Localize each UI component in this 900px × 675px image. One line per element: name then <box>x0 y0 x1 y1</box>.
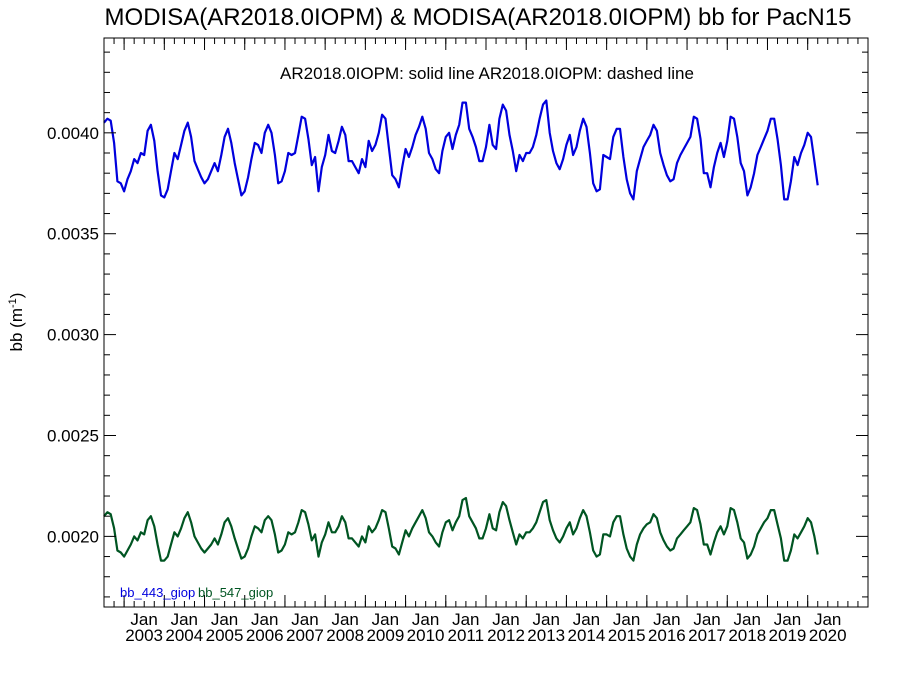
x-tick-year-label: 2019 <box>769 626 807 645</box>
x-tick-year-label: 2004 <box>165 626 203 645</box>
y-tick-label: 0.0030 <box>47 326 99 345</box>
legend-entry-bb-443-giop: bb_443_giop <box>120 585 195 600</box>
x-tick-year-label: 2007 <box>286 626 324 645</box>
x-tick-year-label: 2012 <box>487 626 525 645</box>
legend: bb_443_giop bb_547_giop <box>120 585 273 600</box>
series-line-bb-443-giop <box>103 99 819 201</box>
x-tick-month-label: Jan <box>693 610 720 629</box>
x-tick-year-label: 2015 <box>608 626 646 645</box>
x-tick-month-label: Jan <box>412 610 439 629</box>
x-tick-year-label: 2016 <box>648 626 686 645</box>
x-tick-year-label: 2005 <box>206 626 244 645</box>
x-tick-year-label: 2013 <box>527 626 565 645</box>
x-tick-month-label: Jan <box>774 610 801 629</box>
x-tick-month-label: Jan <box>492 610 519 629</box>
x-tick-month-label: Jan <box>734 610 761 629</box>
chart-title: MODISA(AR2018.0IOPM) & MODISA(AR2018.0IO… <box>105 4 852 31</box>
y-tick-label: 0.0025 <box>47 426 99 445</box>
line-style-annotation: AR2018.0IOPM: solid line AR2018.0IOPM: d… <box>280 64 694 83</box>
y-axis-label-close: ) <box>7 293 26 299</box>
plot-area <box>103 99 819 562</box>
x-tick-month-label: Jan <box>532 610 559 629</box>
x-tick-month-label: Jan <box>653 610 680 629</box>
axes: 0.00200.00250.00300.00350.0040Jan2003Jan… <box>47 37 869 645</box>
y-axis-label: bb (m-1) <box>7 293 26 352</box>
plot-frame <box>103 37 869 608</box>
x-tick-year-label: 2008 <box>326 626 364 645</box>
y-axis-label-main: bb (m <box>7 308 26 351</box>
x-tick-year-label: 2020 <box>809 626 847 645</box>
x-tick-month-label: Jan <box>613 610 640 629</box>
x-tick-year-label: 2011 <box>448 626 485 645</box>
x-tick-month-label: Jan <box>130 610 157 629</box>
x-tick-month-label: Jan <box>814 610 841 629</box>
y-tick-label: 0.0035 <box>47 225 99 244</box>
x-tick-year-label: 2017 <box>688 626 726 645</box>
x-tick-month-label: Jan <box>211 610 238 629</box>
x-tick-month-label: Jan <box>291 610 318 629</box>
x-tick-month-label: Jan <box>171 610 198 629</box>
x-tick-month-label: Jan <box>372 610 399 629</box>
y-tick-label: 0.0040 <box>47 124 99 143</box>
x-tick-year-label: 2018 <box>728 626 766 645</box>
x-tick-month-label: Jan <box>573 610 600 629</box>
y-axis-label-exponent: -1 <box>7 298 19 308</box>
x-tick-year-label: 2009 <box>366 626 404 645</box>
x-tick-month-label: Jan <box>331 610 358 629</box>
x-tick-year-label: 2003 <box>125 626 163 645</box>
legend-entry-bb-547-giop: bb_547_giop <box>198 585 273 600</box>
series-line-bb-547-giop <box>103 496 819 562</box>
x-tick-year-label: 2014 <box>568 626 606 645</box>
x-tick-year-label: 2010 <box>407 626 445 645</box>
y-tick-label: 0.0020 <box>47 527 99 546</box>
x-tick-month-label: Jan <box>251 610 278 629</box>
x-tick-month-label: Jan <box>452 610 479 629</box>
x-tick-year-label: 2006 <box>246 626 284 645</box>
